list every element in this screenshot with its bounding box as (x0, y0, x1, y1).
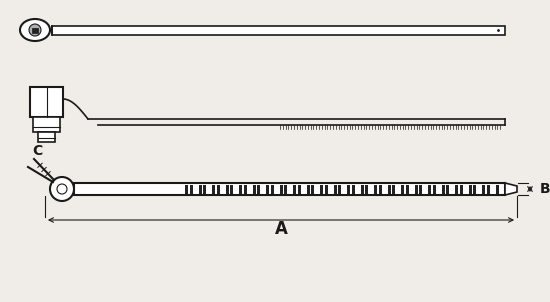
Bar (33, 117, 60, 132)
Text: A: A (274, 220, 288, 238)
Bar (329, 185, 332, 194)
Bar (487, 185, 490, 194)
Bar (401, 185, 404, 194)
Bar (30, 87, 63, 117)
Bar (388, 185, 391, 194)
Bar (473, 185, 476, 194)
Bar (324, 185, 328, 194)
Bar (284, 185, 287, 194)
Bar (199, 185, 202, 194)
Bar (338, 185, 342, 194)
Bar (275, 185, 278, 194)
Bar (239, 185, 243, 194)
Bar (365, 185, 369, 194)
Bar (415, 185, 418, 194)
Bar (464, 185, 468, 194)
Bar (360, 185, 364, 194)
Bar (496, 185, 499, 194)
Bar (482, 185, 485, 194)
Ellipse shape (20, 19, 50, 41)
Bar (410, 185, 414, 194)
Bar (261, 185, 265, 194)
Bar (455, 185, 458, 194)
Bar (370, 185, 373, 194)
Bar (311, 185, 315, 194)
Bar (374, 185, 377, 194)
Bar (432, 185, 436, 194)
Bar (419, 185, 422, 194)
Bar (333, 185, 337, 194)
Bar (316, 185, 319, 194)
Bar (234, 185, 238, 194)
Bar (428, 185, 431, 194)
Bar (347, 185, 350, 194)
Bar (446, 185, 449, 194)
Bar (298, 185, 301, 194)
Bar (343, 185, 346, 194)
Bar (221, 185, 224, 194)
Bar (74, 183, 505, 195)
Bar (442, 185, 445, 194)
Bar (383, 185, 386, 194)
Bar (32, 27, 38, 33)
Circle shape (57, 184, 67, 194)
Bar (207, 185, 211, 194)
Bar (194, 185, 197, 194)
Bar (289, 185, 292, 194)
Bar (424, 185, 427, 194)
Bar (491, 185, 494, 194)
Bar (226, 185, 229, 194)
Polygon shape (505, 183, 517, 195)
Text: C: C (32, 144, 42, 158)
Bar (230, 185, 233, 194)
Bar (293, 185, 296, 194)
Bar (351, 185, 355, 194)
Bar (397, 185, 400, 194)
Bar (217, 185, 220, 194)
Bar (203, 185, 206, 194)
Circle shape (29, 24, 41, 36)
Bar (459, 185, 463, 194)
Bar (244, 185, 247, 194)
Bar (306, 185, 310, 194)
Bar (212, 185, 216, 194)
Circle shape (50, 177, 74, 201)
Bar (52, 25, 505, 34)
Bar (392, 185, 395, 194)
Bar (266, 185, 270, 194)
Bar (248, 185, 251, 194)
Bar (405, 185, 409, 194)
Bar (190, 185, 193, 194)
Bar (378, 185, 382, 194)
Bar (320, 185, 323, 194)
Bar (185, 185, 188, 194)
Bar (271, 185, 274, 194)
Bar (477, 185, 481, 194)
Bar (38, 132, 55, 142)
Bar (252, 185, 256, 194)
Bar (437, 185, 441, 194)
Bar (356, 185, 359, 194)
Bar (469, 185, 472, 194)
Bar (257, 185, 260, 194)
Bar (302, 185, 305, 194)
Bar (279, 185, 283, 194)
Bar (450, 185, 454, 194)
Text: B: B (540, 182, 550, 196)
